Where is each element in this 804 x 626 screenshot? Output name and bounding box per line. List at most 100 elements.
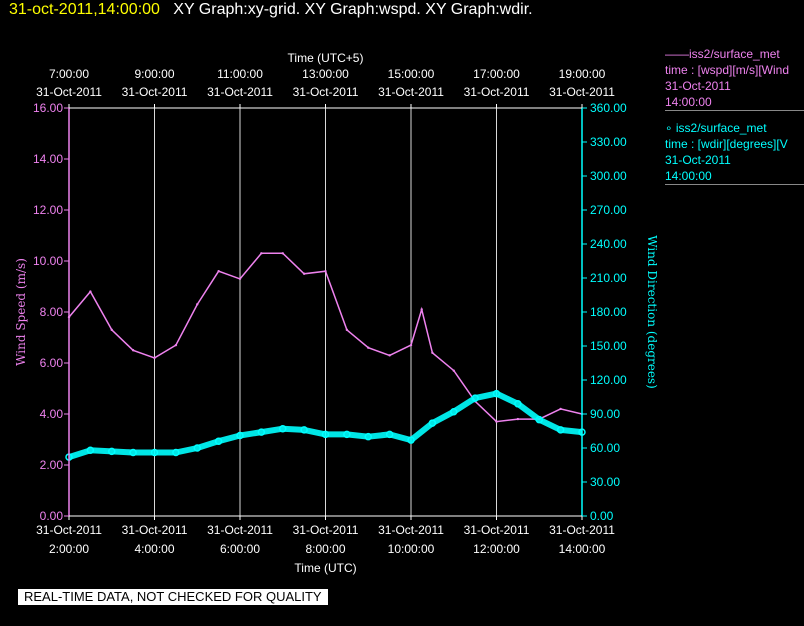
wdir-point bbox=[471, 394, 479, 402]
legend-variable: time : [wspd][m/s][Wind bbox=[665, 63, 790, 77]
top-tick-date-label: 31-Oct-2011 bbox=[122, 85, 188, 99]
y-right-tick-label: 180.00 bbox=[590, 305, 627, 319]
wdir-point bbox=[428, 419, 437, 427]
wdir-point bbox=[514, 400, 522, 408]
legend-circle-marker: ∘ bbox=[665, 121, 673, 135]
top-tick-date-label: 31-Oct-2011 bbox=[207, 85, 273, 99]
legend-line-marker: —— bbox=[665, 47, 689, 61]
wspd-point bbox=[110, 328, 113, 332]
y-right-tick-label: 0.00 bbox=[590, 509, 614, 523]
wspd-point bbox=[409, 343, 413, 347]
wspd-series-line bbox=[68, 252, 583, 423]
wdir-point bbox=[407, 436, 415, 444]
y-right-axis-title: Wind Direction (degrees) bbox=[645, 235, 659, 389]
wspd-point bbox=[302, 272, 306, 275]
x-tick-date-label: 31-Oct-2011 bbox=[549, 523, 615, 537]
wdir-point bbox=[385, 430, 394, 439]
legend-time: 14:00:00 bbox=[665, 168, 804, 185]
grid-lines bbox=[154, 108, 497, 516]
y-right-tick-label: 150.00 bbox=[590, 339, 627, 353]
x-tick-time-label: 12:00:00 bbox=[473, 542, 520, 556]
y-right-tick-label: 30.00 bbox=[590, 475, 620, 489]
y-right-tick-label: 330.00 bbox=[590, 135, 627, 149]
x-tick-date-label: 31-Oct-2011 bbox=[36, 523, 102, 537]
wdir-point bbox=[129, 448, 137, 457]
top-tick-time-label: 17:00:00 bbox=[473, 67, 520, 81]
top-tick-time-label: 7:00:00 bbox=[49, 67, 89, 81]
wdir-point bbox=[86, 446, 95, 455]
legend-source-name: iss2/surface_met bbox=[689, 47, 780, 61]
wspd-point bbox=[174, 343, 178, 347]
wspd-point bbox=[260, 252, 263, 255]
x-tick-date-label: 31-Oct-2011 bbox=[464, 523, 530, 537]
wdir-point bbox=[150, 448, 159, 457]
wspd-point bbox=[89, 290, 92, 293]
legend-entry-wspd: ——iss2/surface_met time : [wspd][m/s][Wi… bbox=[665, 46, 804, 111]
legend-source-name: iss2/surface_met bbox=[675, 121, 767, 135]
top-tick-date-label: 31-Oct-2011 bbox=[293, 85, 359, 99]
top-axis-title: Time (UTC+5) bbox=[288, 51, 364, 65]
y-right-tick-label: 120.00 bbox=[590, 373, 627, 387]
x-tick-date-label: 31-Oct-2011 bbox=[122, 523, 188, 537]
y-left-tick-label: 14.00 bbox=[33, 152, 63, 166]
wspd-point bbox=[367, 346, 370, 349]
wspd-point bbox=[420, 308, 423, 311]
top-tick-time-label: 13:00:00 bbox=[302, 67, 349, 81]
wdir-point bbox=[108, 447, 116, 456]
wspd-point bbox=[388, 354, 391, 357]
x-tick-date-label: 31-Oct-2011 bbox=[378, 523, 444, 537]
top-tick-time-label: 15:00:00 bbox=[388, 67, 435, 81]
top-tick-time-label: 19:00:00 bbox=[559, 67, 606, 81]
wspd-point bbox=[217, 270, 220, 273]
wspd-point bbox=[495, 420, 498, 423]
wspd-point bbox=[516, 417, 520, 421]
y-left-tick-label: 2.00 bbox=[40, 458, 64, 472]
wdir-point bbox=[214, 437, 223, 445]
x-tick-date-label: 31-Oct-2011 bbox=[207, 523, 273, 537]
wspd-point bbox=[452, 369, 455, 372]
wspd-point bbox=[431, 351, 434, 354]
wdir-point bbox=[257, 428, 266, 436]
y-right-tick-label: 60.00 bbox=[590, 441, 620, 455]
y-left-tick-label: 12.00 bbox=[33, 203, 63, 217]
top-tick-date-label: 31-Oct-2011 bbox=[464, 85, 530, 99]
y-right-tick-label: 270.00 bbox=[590, 203, 627, 217]
y-left-tick-label: 4.00 bbox=[40, 407, 64, 421]
wdir-point bbox=[556, 426, 565, 434]
axes bbox=[64, 104, 587, 520]
legend-time: 14:00:00 bbox=[665, 94, 804, 111]
wspd-point bbox=[153, 356, 156, 360]
top-tick-date-label: 31-Oct-2011 bbox=[36, 85, 102, 99]
qc-notice-banner: REAL-TIME DATA, NOT CHECKED FOR QUALITY bbox=[18, 589, 328, 605]
legend-entry-wdir: ∘ iss2/surface_met time : [wdir][degrees… bbox=[665, 120, 804, 185]
wdir-point bbox=[172, 448, 180, 457]
top-tick-time-label: 9:00:00 bbox=[134, 67, 174, 81]
top-tick-time-label: 11:00:00 bbox=[217, 67, 263, 81]
y-left-tick-label: 16.00 bbox=[33, 101, 63, 115]
y-right-tick-label: 300.00 bbox=[590, 169, 627, 183]
legend-date: 31-Oct-2011 bbox=[665, 79, 731, 93]
y-right-tick-label: 210.00 bbox=[590, 271, 627, 285]
wspd-point bbox=[196, 303, 199, 306]
y-left-tick-label: 10.00 bbox=[33, 254, 63, 268]
x-tick-date-label: 31-Oct-2011 bbox=[293, 523, 359, 537]
x-tick-time-label: 6:00:00 bbox=[220, 542, 260, 556]
header-title: 31-oct-2011,14:00:00 XY Graph:xy-grid. X… bbox=[9, 1, 533, 19]
wdir-point bbox=[193, 444, 201, 452]
x-tick-time-label: 4:00:00 bbox=[134, 542, 174, 556]
y-left-axis-title: Wind Speed (m/s) bbox=[14, 258, 28, 366]
legend-variable: time : [wdir][degrees][V bbox=[665, 137, 788, 151]
y-right-tick-label: 360.00 bbox=[590, 101, 627, 115]
wdir-point bbox=[364, 432, 372, 441]
wspd-point bbox=[345, 328, 349, 332]
wdir-point bbox=[492, 389, 501, 398]
y-right-tick-label: 240.00 bbox=[590, 237, 627, 251]
wdir-point bbox=[450, 407, 458, 416]
wdir-point bbox=[300, 426, 308, 434]
y-left-tick-label: 8.00 bbox=[40, 305, 64, 319]
top-tick-date-label: 31-Oct-2011 bbox=[378, 85, 444, 99]
x-tick-time-label: 14:00:00 bbox=[559, 542, 606, 556]
wdir-point bbox=[535, 415, 543, 424]
header-timestamp: 31-oct-2011,14:00:00 bbox=[9, 1, 160, 18]
